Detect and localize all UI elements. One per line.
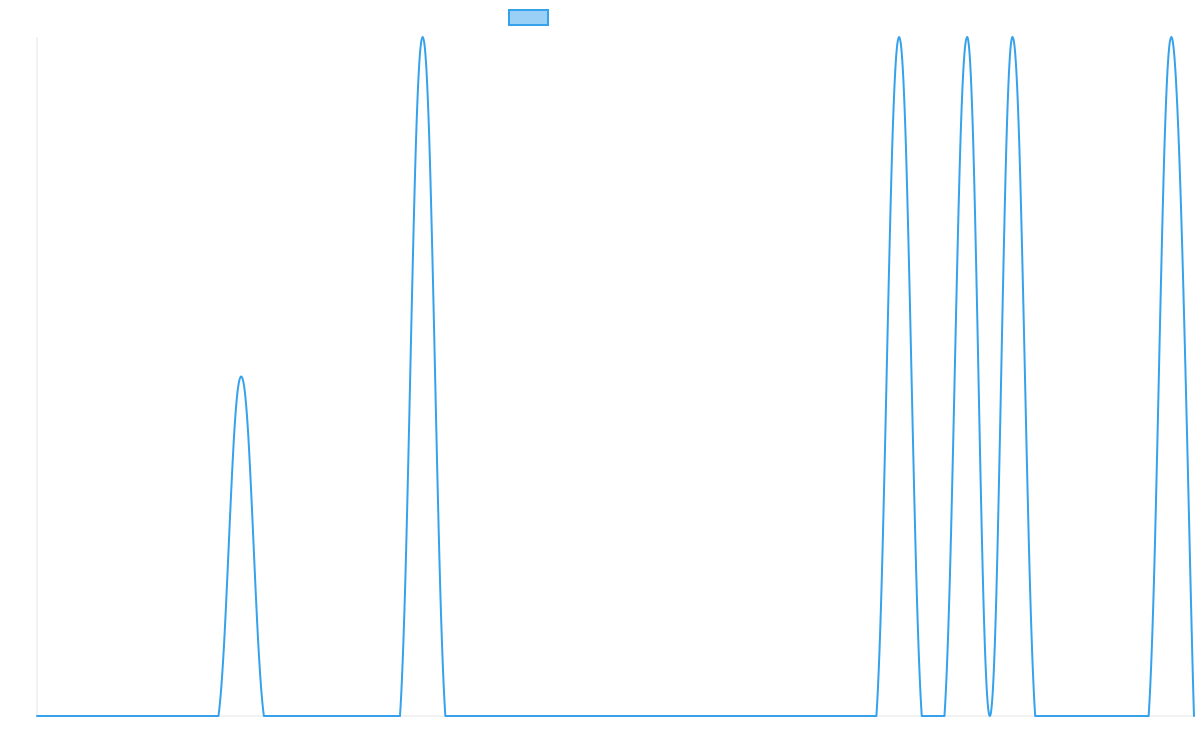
- legend[interactable]: [508, 9, 549, 26]
- series-group: [36, 36, 1195, 717]
- legend-swatch[interactable]: [508, 9, 549, 26]
- series-line: [36, 36, 1195, 717]
